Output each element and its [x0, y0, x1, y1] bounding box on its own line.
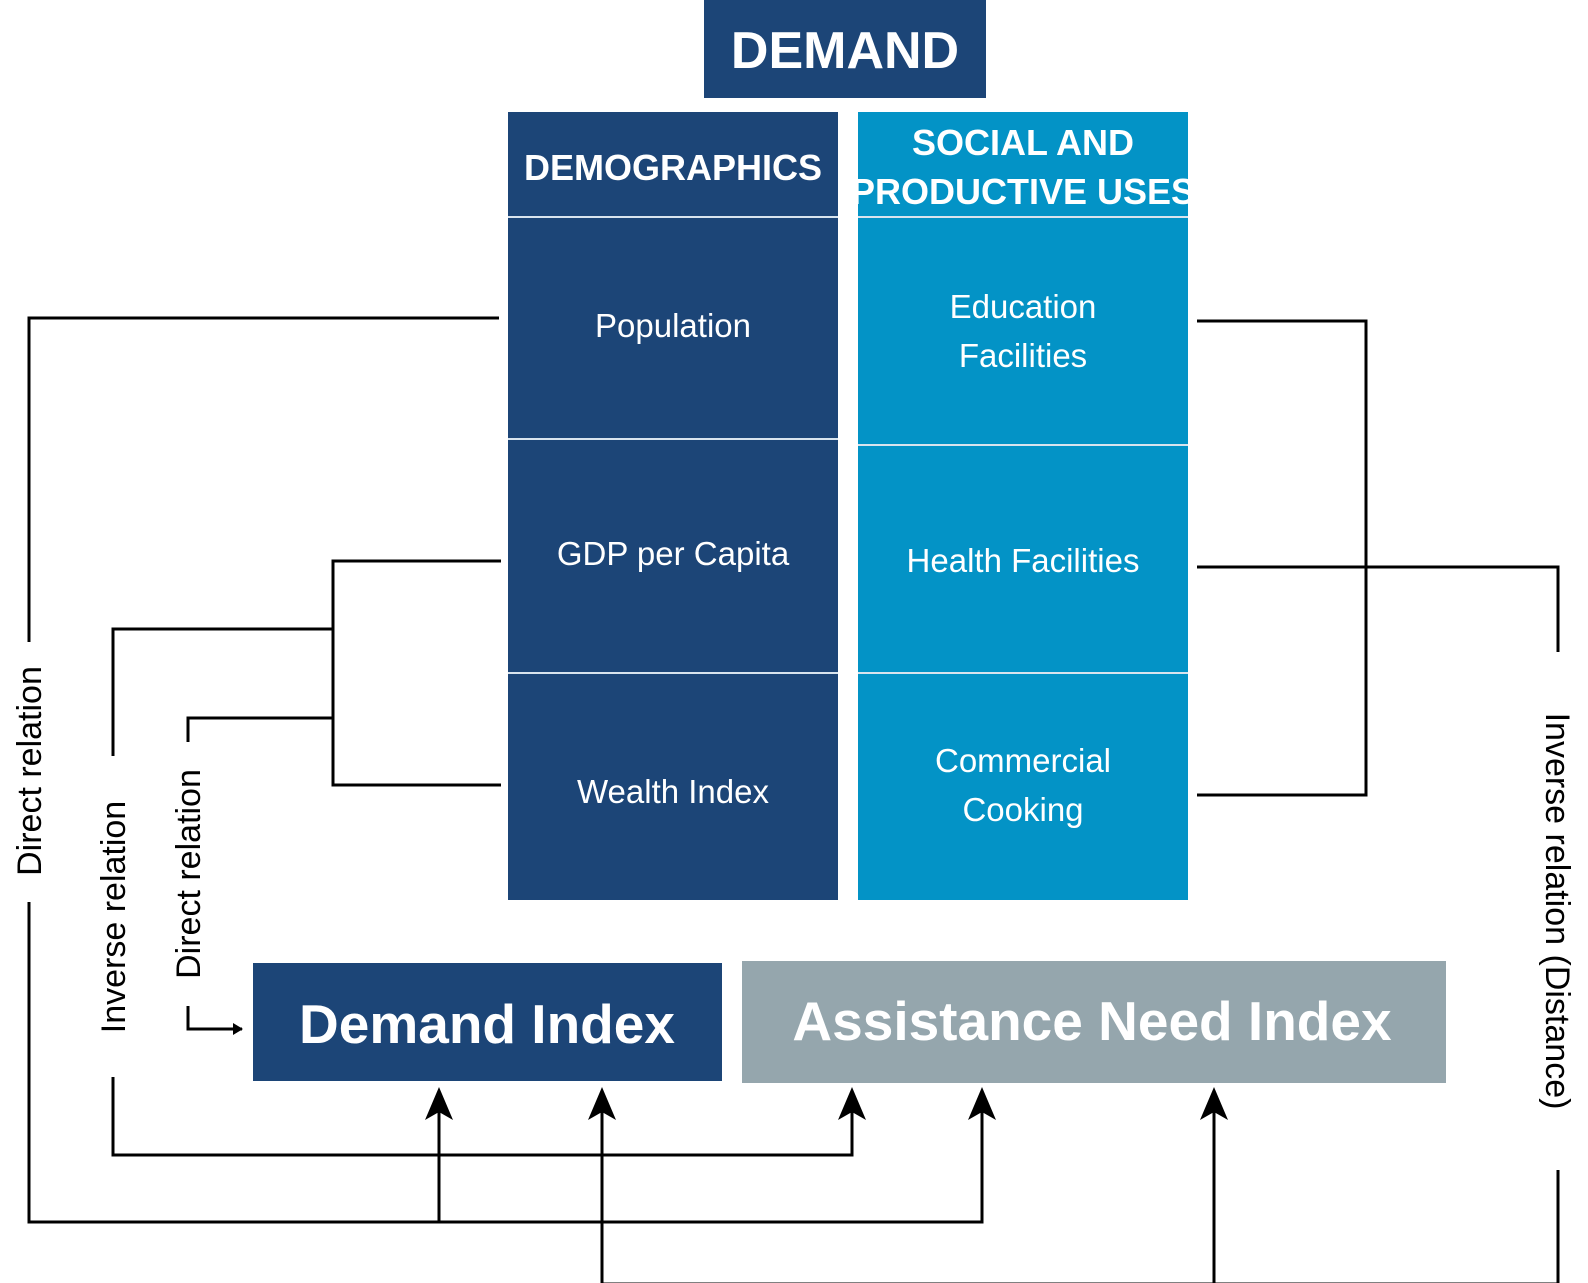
gdp-wealth-bracket: [331, 559, 501, 787]
wealth-index-label: Wealth Index: [577, 773, 770, 810]
social-productive-column: [858, 112, 1188, 900]
demand-index-box: [253, 963, 722, 1081]
health-facilities-label: Health Facilities: [907, 542, 1140, 579]
gdp-per-capita-label: GDP per Capita: [557, 535, 790, 572]
arrow-up-icon: [838, 1087, 866, 1120]
arrow-up-icon: [425, 1087, 453, 1120]
title-box: [704, 0, 986, 98]
direct-relation-inner-arrow: [186, 1006, 243, 1035]
direct-relation-inner-top: [186, 716, 333, 742]
inverse-relation-label: Inverse relation: [95, 801, 133, 1033]
demand-index-label: Demand Index: [299, 993, 675, 1055]
inverse-relation-connector-bottom: [111, 1077, 854, 1157]
demographics-header: DEMOGRAPHICS: [524, 147, 822, 188]
assistance-need-index-label: Assistance Need Index: [792, 990, 1392, 1052]
cooking-label-line2: Cooking: [962, 791, 1083, 828]
inverse-relation-distance-label: Inverse relation (Distance): [1538, 713, 1576, 1110]
education-label-line1: Education: [950, 288, 1097, 325]
demographics-column: [508, 112, 838, 900]
direct-relation-outer-label: Direct relation: [11, 666, 49, 876]
health-connector-top: [1197, 565, 1560, 652]
education-label-line2: Facilities: [959, 337, 1087, 374]
social-header-line1: SOCIAL AND: [912, 122, 1134, 163]
social-header-line2: PRODUCTIVE USES: [851, 171, 1195, 212]
assistance-need-index-box: [742, 961, 1446, 1083]
title: DEMAND: [731, 22, 959, 80]
arrow-up-icon: [1200, 1087, 1228, 1120]
social-uses-bracket: [1197, 319, 1368, 797]
direct-relation-connector: [27, 902, 984, 1224]
arrow-up-icon: [968, 1087, 996, 1120]
arrow-up-icon: [588, 1087, 616, 1120]
inverse-relation-connector-top: [111, 627, 333, 756]
commercial-label-line1: Commercial: [935, 742, 1111, 779]
health-connector-bottom: [602, 1170, 1560, 1283]
direct-relation-inner-label: Direct relation: [170, 769, 208, 979]
population-label: Population: [595, 307, 751, 344]
population-connector: [27, 316, 499, 642]
